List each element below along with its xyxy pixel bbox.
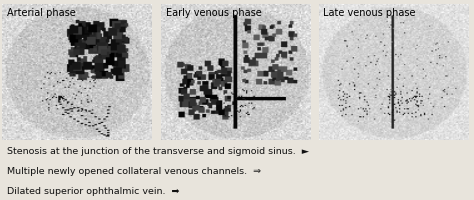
Text: Stenosis at the junction of the transverse and sigmoid sinus.  ►: Stenosis at the junction of the transver… [7, 148, 309, 156]
Text: Dilated superior ophthalmic vein.  ➡: Dilated superior ophthalmic vein. ➡ [7, 187, 180, 196]
Text: Early venous phase: Early venous phase [165, 8, 261, 18]
Text: Late venous phase: Late venous phase [323, 8, 416, 18]
Text: Multiple newly opened collateral venous channels.  ⇒: Multiple newly opened collateral venous … [7, 167, 261, 176]
Text: Arterial phase: Arterial phase [7, 8, 75, 18]
